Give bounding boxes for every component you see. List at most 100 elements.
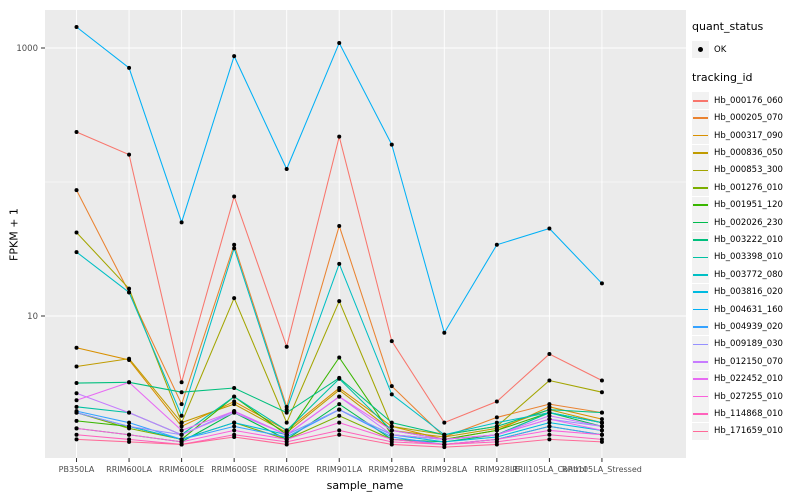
data-point: [599, 378, 604, 383]
data-point: [337, 394, 342, 399]
legend-entry: Hb_004939_020: [692, 318, 798, 336]
data-point: [389, 142, 394, 147]
data-point: [337, 420, 342, 425]
x-tick-label: RRIM600LE: [159, 465, 204, 474]
legend-swatch-line: [693, 343, 708, 346]
data-point: [599, 281, 604, 286]
data-point: [389, 392, 394, 397]
legend-key: [692, 405, 709, 423]
legend-swatch-line: [693, 239, 708, 241]
legend-swatch-line: [693, 221, 708, 224]
x-tick-label: RRII105LA_Stressed: [562, 465, 642, 474]
data-point: [179, 424, 184, 429]
legend-entry: Hb_002026_230: [692, 214, 798, 232]
legend-swatch-line: [693, 117, 708, 120]
legend-key: [692, 127, 709, 145]
x-axis-title: sample_name: [326, 479, 404, 492]
data-point: [599, 410, 604, 415]
x-tick-label: RRIM928LA: [421, 465, 467, 474]
legend-key: [692, 214, 709, 232]
data-point: [232, 402, 237, 407]
data-point: [179, 442, 184, 447]
data-point: [599, 417, 604, 422]
legend-entry-label: Hb_003398_010: [714, 252, 783, 263]
x-tick-label: RRIM928BA: [368, 465, 415, 474]
data-point: [337, 432, 342, 437]
data-point: [127, 380, 132, 385]
legend-swatch-line: [693, 326, 708, 328]
data-point: [179, 402, 184, 407]
data-point: [232, 242, 237, 247]
legend-entry: Hb_001951_120: [692, 196, 798, 214]
legend-entry-label: Hb_171659_010: [714, 426, 783, 437]
data-point: [494, 424, 499, 429]
x-tick-label: RRIM928LE: [474, 465, 519, 474]
legend-entry: Hb_114868_010: [692, 405, 798, 423]
data-point: [232, 420, 237, 425]
legend-entry-ok: OK: [692, 41, 798, 58]
data-point: [337, 376, 342, 381]
legend-key: [692, 248, 709, 266]
data-point: [389, 384, 394, 389]
data-point: [127, 420, 132, 425]
legend-entry-label: Hb_000205_070: [714, 113, 783, 124]
x-tick-label: RRIM600PE: [264, 465, 310, 474]
data-point: [127, 290, 132, 295]
x-tick-label: RRIM901LA: [316, 465, 362, 474]
legend-swatch-line: [693, 204, 708, 207]
legend-entry-label: Hb_000176_060: [714, 95, 783, 106]
data-point: [547, 404, 552, 409]
data-point: [284, 407, 289, 412]
data-point: [599, 390, 604, 395]
legend-key: [692, 161, 709, 179]
legend-section-gap: [692, 58, 798, 71]
data-point: [284, 432, 289, 437]
data-point: [337, 388, 342, 393]
legend-entry-label: Hb_003816_020: [714, 287, 783, 298]
plot-area: 1000 10 PB350LA RRIM600LA RRIM600LE RRIM600SE…: [16, 10, 686, 474]
data-point: [389, 420, 394, 425]
data-point: [179, 390, 184, 395]
data-point: [74, 432, 79, 437]
legend-entry: Hb_004631_160: [692, 301, 798, 319]
legend-entry: Hb_003772_080: [692, 266, 798, 284]
data-point: [494, 442, 499, 447]
data-point: [494, 415, 499, 420]
data-point: [599, 428, 604, 433]
data-point: [74, 250, 79, 255]
data-point: [599, 432, 604, 437]
data-point: [74, 364, 79, 369]
legend-key: [692, 422, 709, 440]
data-point: [442, 420, 447, 425]
legend-swatch-line: [693, 152, 708, 154]
data-point: [127, 432, 132, 437]
data-point: [232, 386, 237, 391]
legend-key: [692, 388, 709, 406]
data-point: [127, 424, 132, 429]
data-point: [232, 428, 237, 433]
data-point: [547, 424, 552, 429]
legend-key: [692, 335, 709, 353]
data-point: [547, 413, 552, 418]
legend-entry-label: Hb_000317_090: [714, 130, 783, 141]
data-point: [547, 407, 552, 412]
data-point: [494, 242, 499, 247]
data-point: [284, 442, 289, 447]
data-point: [232, 194, 237, 199]
data-point: [127, 439, 132, 444]
legend-key: [692, 301, 709, 319]
data-point: [547, 226, 552, 231]
legend-entry: Hb_000317_090: [692, 127, 798, 145]
legend-entry-label: Hb_003772_080: [714, 269, 783, 280]
legend-entry-label: Hb_009189_030: [714, 339, 783, 350]
data-point: [74, 391, 79, 396]
data-point: [494, 428, 499, 433]
legend-swatch-line: [693, 360, 708, 363]
legend-swatch-line: [693, 187, 708, 189]
data-point: [127, 356, 132, 361]
data-point: [179, 413, 184, 418]
data-point: [127, 286, 132, 291]
legend: quant_status OK tracking_id Hb_000176_06…: [692, 20, 798, 440]
data-point: [232, 246, 237, 251]
y-axis-title: FPKM + 1: [7, 208, 21, 261]
